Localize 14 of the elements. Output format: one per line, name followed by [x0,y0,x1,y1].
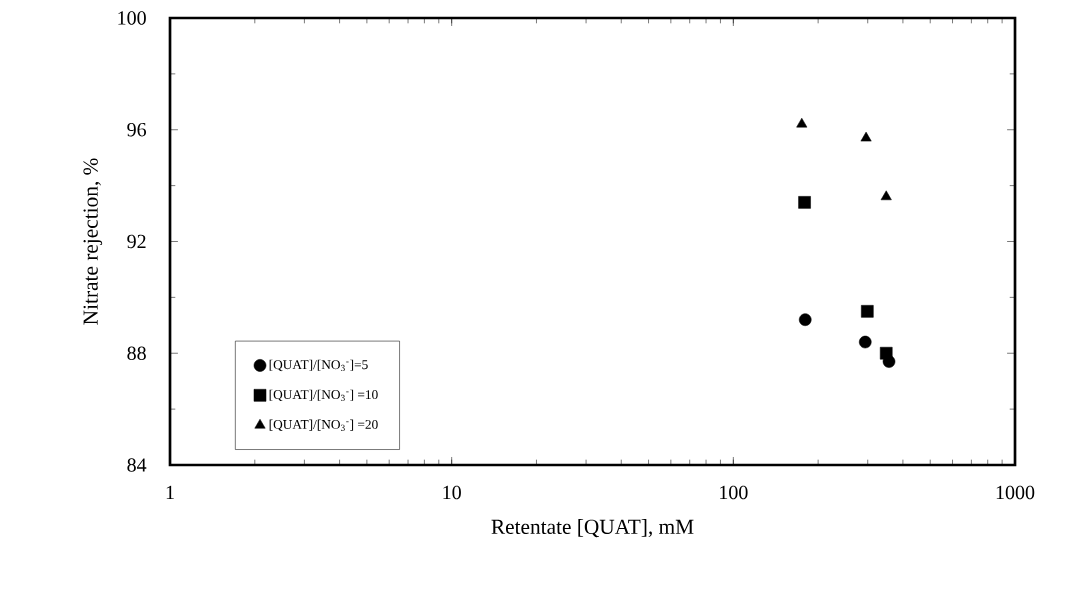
y-axis-title: Nitrate rejection, % [83,158,103,325]
y-tick-label: 100 [118,11,146,25]
x-tick-label: 1000 [996,485,1035,500]
x-tick-label: 1 [166,485,174,499]
y-tick-label: 88 [127,346,146,360]
x-tick-label: 10 [443,485,461,500]
x-tick-label: 100 [720,485,748,500]
legend-label: [QUAT]/[NO$_{3}$$^{-}$]=5 [269,359,368,372]
y-tick-label: 96 [127,123,147,137]
legend-label: [QUAT]/[NO$_{3}$$^{-}$] =20 [269,419,378,432]
x-axis-title: Retentate [QUAT], mM [491,519,694,538]
y-tick-label: 92 [127,234,146,249]
y-tick-label: 84 [127,458,147,472]
legend-label: [QUAT]/[NO$_{3}$$^{-}$] =10 [269,389,378,402]
